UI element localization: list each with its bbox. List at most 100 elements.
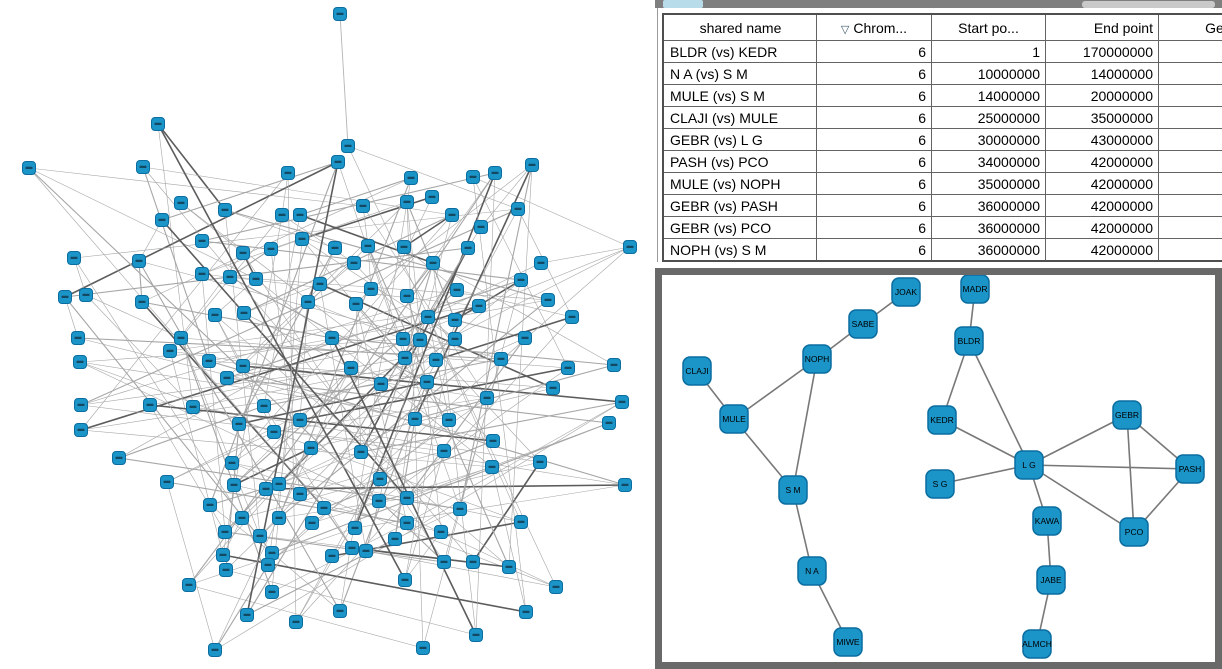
node-L-G[interactable]: L G [1014, 450, 1044, 480]
cell-end-point[interactable]: 170000000 [1045, 40, 1159, 63]
dense-network-node[interactable] [602, 416, 616, 430]
dense-network-node[interactable] [400, 195, 414, 209]
dense-network-node[interactable] [618, 478, 632, 492]
table-row[interactable]: PASH (vs) PCO6340000004200000011.4 [662, 150, 1222, 173]
dense-network-node[interactable] [541, 293, 555, 307]
dense-network-node[interactable] [519, 605, 533, 619]
dense-network-node[interactable] [186, 400, 200, 414]
dense-network-node[interactable] [249, 272, 263, 286]
dense-network-node[interactable] [469, 628, 483, 642]
dense-network-node[interactable] [275, 208, 289, 222]
dense-network-node[interactable] [425, 190, 439, 204]
cell-chromosome[interactable]: 6 [816, 216, 932, 239]
dense-network-node[interactable] [347, 256, 361, 270]
dense-network-node[interactable] [442, 413, 456, 427]
cell-start-point[interactable]: 36000000 [931, 194, 1046, 217]
dense-network-node[interactable] [259, 482, 273, 496]
dense-network-node[interactable] [328, 241, 342, 255]
dense-network-node[interactable] [398, 351, 412, 365]
dense-network-view[interactable] [0, 0, 655, 669]
dense-network-node[interactable] [331, 155, 345, 169]
dense-network-node[interactable] [264, 242, 278, 256]
cell-end-point[interactable]: 42000000 [1045, 194, 1159, 217]
dense-network-node[interactable] [22, 161, 36, 175]
cell-shared-name[interactable]: GEBR (vs) PCO [662, 216, 817, 239]
dense-network-node[interactable] [429, 353, 443, 367]
dense-network-node[interactable] [344, 361, 358, 375]
node-ALMCH[interactable]: ALMCH [1022, 629, 1052, 659]
dense-network-node[interactable] [265, 546, 279, 560]
dense-network-node[interactable] [437, 555, 451, 569]
dense-network-node[interactable] [237, 306, 251, 320]
dense-network-node[interactable] [434, 525, 448, 539]
dense-network-node[interactable] [413, 333, 427, 347]
cell-genetic[interactable]: 16.9 [1158, 128, 1222, 151]
dense-network-node[interactable] [534, 256, 548, 270]
dense-network-node[interactable] [546, 381, 560, 395]
dense-network-node[interactable] [356, 199, 370, 213]
cell-shared-name[interactable]: CLAJI (vs) MULE [662, 106, 817, 129]
dense-network-node[interactable] [218, 203, 232, 217]
dense-network-node[interactable] [461, 241, 475, 255]
dense-network-node[interactable] [265, 585, 279, 599]
dense-network-node[interactable] [325, 549, 339, 563]
dense-network-node[interactable] [132, 254, 146, 268]
node-JOAK[interactable]: JOAK [891, 277, 921, 307]
cell-start-point[interactable]: 25000000 [931, 106, 1046, 129]
cell-chromosome[interactable]: 6 [816, 172, 932, 195]
node-NOPH[interactable]: NOPH [802, 344, 832, 374]
cell-genetic[interactable]: 9.9 [1158, 238, 1222, 262]
dense-network-node[interactable] [514, 515, 528, 529]
dense-network-node[interactable] [267, 425, 281, 439]
node-BLDR[interactable]: BLDR [954, 326, 984, 356]
dense-network-node[interactable] [203, 498, 217, 512]
dense-network-node[interactable] [301, 295, 315, 309]
dense-network-node[interactable] [448, 313, 462, 327]
cell-end-point[interactable]: 42000000 [1045, 238, 1159, 262]
dense-network-node[interactable] [333, 604, 347, 618]
dense-network-node[interactable] [202, 354, 216, 368]
dense-network-node[interactable] [437, 444, 451, 458]
dense-network-node[interactable] [345, 541, 359, 555]
dense-network-node[interactable] [341, 139, 355, 153]
table-row[interactable]: GEBR (vs) L G6300000004300000016.9 [662, 128, 1222, 151]
dense-network-node[interactable] [361, 239, 375, 253]
dense-network-node[interactable] [561, 361, 575, 375]
column-header-chromosome[interactable]: ▽ Chrom... [816, 13, 932, 41]
node-MADR[interactable]: MADR [960, 275, 990, 304]
cell-genetic[interactable]: 10.5 [1158, 172, 1222, 195]
dense-network-node[interactable] [195, 267, 209, 281]
dense-network-node[interactable] [220, 371, 234, 385]
dense-network-node[interactable] [79, 288, 93, 302]
dense-network-node[interactable] [466, 555, 480, 569]
dense-network-node[interactable] [348, 521, 362, 535]
dense-network-node[interactable] [225, 456, 239, 470]
dense-network-node[interactable] [549, 580, 563, 594]
dense-network-node[interactable] [155, 213, 169, 227]
dense-network-node[interactable] [218, 525, 232, 539]
cell-start-point[interactable]: 36000000 [931, 238, 1046, 262]
cell-genetic[interactable]: 11.4 [1158, 150, 1222, 173]
dense-network-node[interactable] [219, 563, 233, 577]
dense-network-node[interactable] [240, 608, 254, 622]
dense-network-node[interactable] [404, 171, 418, 185]
dense-network-node[interactable] [480, 391, 494, 405]
dense-network-node[interactable] [615, 395, 629, 409]
dense-network-node[interactable] [208, 308, 222, 322]
dense-network-node[interactable] [359, 544, 373, 558]
dense-network-node[interactable] [533, 455, 547, 469]
node-PCO[interactable]: PCO [1119, 517, 1149, 547]
dense-network-node[interactable] [272, 477, 286, 491]
horizontal-scrollbar-thumb[interactable] [1082, 0, 1215, 8]
dense-network-node[interactable] [485, 460, 499, 474]
cell-shared-name[interactable]: N A (vs) S M [662, 62, 817, 85]
dense-network-node[interactable] [453, 502, 467, 516]
dense-network-node[interactable] [195, 234, 209, 248]
cell-genetic[interactable]: 192.0 [1158, 40, 1222, 63]
cell-start-point[interactable]: 34000000 [931, 150, 1046, 173]
dense-network-node[interactable] [408, 412, 422, 426]
dense-network-node[interactable] [488, 166, 502, 180]
dense-network-node[interactable] [67, 251, 81, 265]
dense-network-node[interactable] [426, 256, 440, 270]
dense-network-node[interactable] [223, 270, 237, 284]
